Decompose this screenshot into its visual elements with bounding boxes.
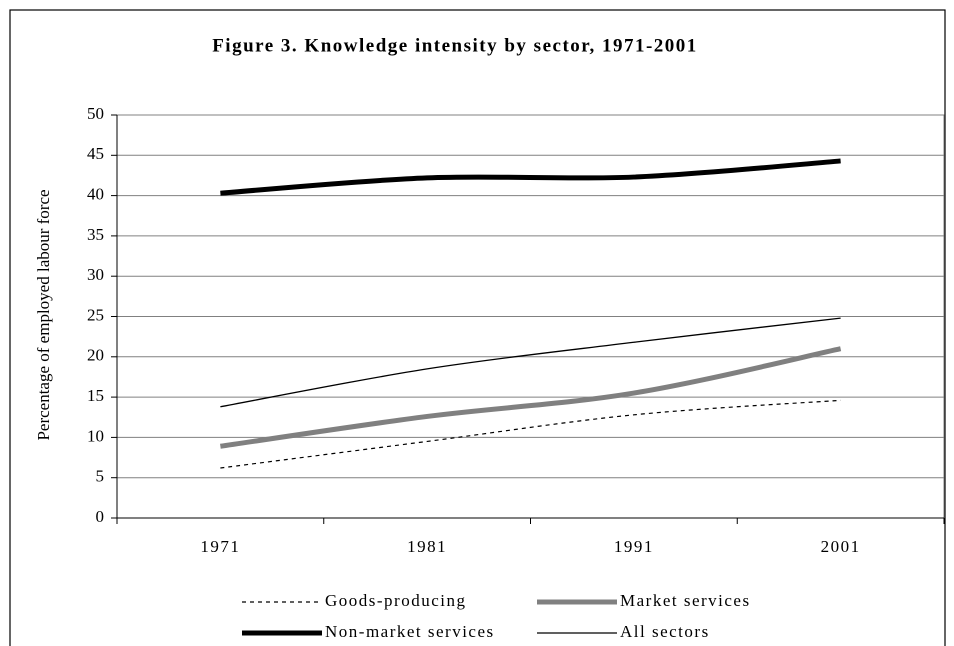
- y-tick-label: 35: [87, 225, 104, 244]
- legend-label: Non-market services: [325, 622, 495, 641]
- series-line: [220, 346, 842, 449]
- x-tick-label: 1991: [614, 537, 654, 556]
- x-tick-label: 1971: [200, 537, 240, 556]
- y-tick-label: 20: [87, 346, 104, 365]
- y-tick-label: 50: [87, 104, 104, 123]
- frame: [9, 9, 946, 646]
- y-tick-label: 15: [87, 386, 104, 405]
- series-line: [220, 317, 841, 408]
- y-tick-label: 10: [87, 426, 104, 445]
- series-line: [220, 399, 841, 469]
- x-tick-label: 2001: [821, 537, 861, 556]
- y-tick-label: 5: [96, 467, 105, 486]
- y-tick-label: 30: [87, 265, 104, 284]
- legend-label: Market services: [620, 591, 751, 610]
- y-axis-label: Percentage of employed labour force: [34, 189, 53, 440]
- legend-label: Goods-producing: [325, 591, 466, 610]
- y-tick-label: 0: [96, 507, 105, 526]
- x-tick-label: 1981: [407, 537, 447, 556]
- series-line: [220, 158, 841, 196]
- y-tick-label: 45: [87, 144, 104, 163]
- legend-label: All sectors: [620, 622, 710, 641]
- y-tick-label: 25: [87, 305, 104, 324]
- y-tick-label: 40: [87, 185, 104, 204]
- chart-title: Figure 3. Knowledge intensity by sector,…: [212, 35, 698, 56]
